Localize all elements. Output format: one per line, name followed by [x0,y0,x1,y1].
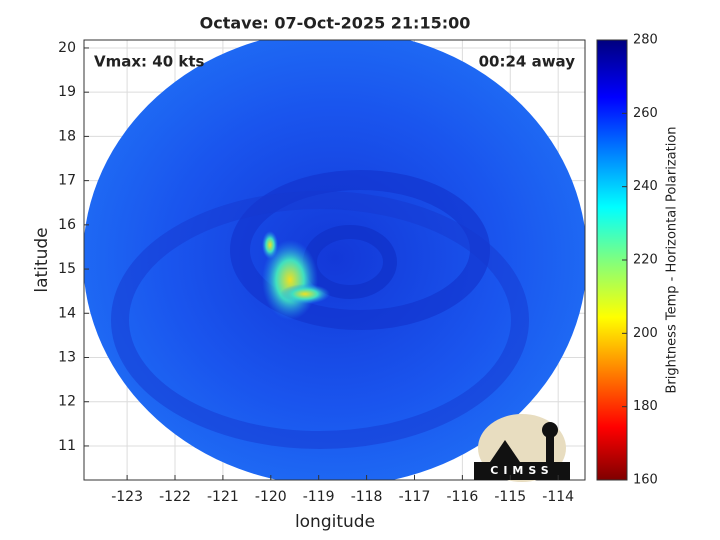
y-tick-label: 16 [58,217,76,233]
x-tick-label: -117 [399,489,431,505]
colorbar-tick-label: 260 [633,106,658,121]
logo: CIMSS [474,414,570,482]
satellite-image [84,40,585,480]
y-tick-label: 19 [58,84,76,100]
y-tick-label: 12 [58,394,76,410]
annotation: 00:24 away [479,53,576,71]
y-axis-label: latitude [32,227,52,292]
x-tick-label: -120 [255,489,287,505]
colorbar-tick-label: 280 [633,33,658,48]
y-tick-label: 13 [58,350,76,366]
y-tick-label: 15 [58,261,76,277]
x-tick-label: -118 [351,489,383,505]
colorbar-tick-label: 240 [633,179,658,194]
x-tick-label: -119 [303,489,335,505]
y-tick-label: 17 [58,173,76,189]
annotation: Vmax: 40 kts [94,53,204,71]
colorbar-tick-label: 160 [633,473,658,488]
colorbar-label: Brightness Temp - Horizontal Polarizatio… [665,126,680,393]
plot-frame [83,39,586,481]
x-tick-label: -121 [207,489,239,505]
y-tick-label: 14 [58,305,76,321]
y-tick-label: 20 [58,40,76,56]
y-tick-label: 18 [58,128,76,144]
x-tick-label: -123 [111,489,143,505]
colorbar-tick-label: 200 [633,326,658,341]
x-tick-label: -122 [159,489,191,505]
colorbar-tick-label: 180 [633,399,658,414]
chart-title: Octave: 07-Oct-2025 21:15:00 [200,14,471,33]
x-tick-label: -115 [494,489,526,505]
x-tick-label: -116 [446,489,478,505]
x-axis-label: longitude [295,512,375,532]
logo-text: CIMSS [490,464,553,477]
x-tick-label: -114 [542,489,574,505]
colorbar-tick-label: 220 [633,253,658,268]
y-tick-label: 11 [58,438,76,454]
